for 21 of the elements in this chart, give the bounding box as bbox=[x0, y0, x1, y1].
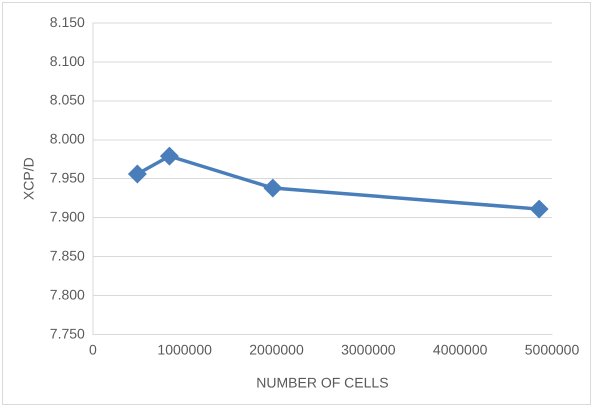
y-tick-label: 8.000 bbox=[50, 130, 86, 147]
x-tick-label: 0 bbox=[88, 342, 97, 358]
y-tick-label: 8.150 bbox=[50, 14, 86, 30]
point bbox=[530, 200, 548, 218]
y-tick-label: 7.800 bbox=[50, 286, 86, 302]
y-tick-label: 7.900 bbox=[50, 208, 86, 224]
x-tick-label: 4000000 bbox=[432, 342, 488, 358]
point bbox=[128, 165, 146, 183]
y-tick-label: 8.100 bbox=[50, 52, 86, 69]
x-tick-label: 1000000 bbox=[157, 342, 212, 358]
point bbox=[264, 179, 282, 197]
x-tick-label: 5000000 bbox=[524, 342, 580, 358]
y-tick-label: 7.750 bbox=[50, 325, 86, 342]
y-tick-label: 7.850 bbox=[50, 247, 86, 264]
x-tick-label: 3000000 bbox=[341, 342, 396, 358]
x-tick-label: 2000000 bbox=[249, 342, 304, 358]
y-axis-title: XCP/D bbox=[20, 157, 36, 200]
y-tick-label: 7.950 bbox=[50, 170, 86, 186]
y-tick-label: 8.050 bbox=[50, 92, 86, 108]
point bbox=[160, 147, 178, 165]
x-axis-title: NUMBER OF CELLS bbox=[256, 374, 389, 390]
